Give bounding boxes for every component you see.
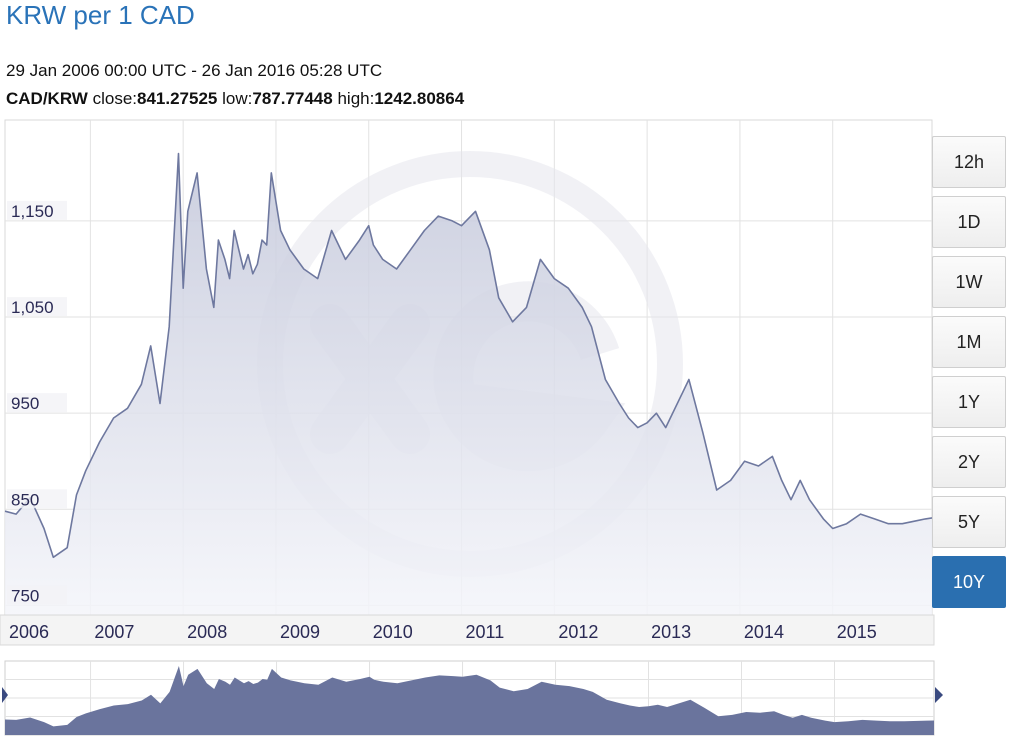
chart-title: KRW per 1 CAD — [6, 0, 195, 30]
navigator-area — [5, 666, 934, 735]
close-label: close: — [92, 89, 138, 108]
range-selector: 12h 1D 1W 1M 1Y 2Y 5Y 10Y — [932, 136, 1007, 616]
high-value: 1242.80864 — [374, 89, 465, 108]
navigator-chart[interactable] — [0, 655, 945, 738]
series-line — [4, 152, 933, 559]
y-tick-label: 1,050 — [11, 298, 54, 317]
x-tick-label: 2013 — [651, 622, 691, 642]
x-tick-label: 2012 — [558, 622, 598, 642]
y-tick-label-bg — [7, 585, 67, 605]
y-tick-label-bg — [7, 297, 67, 317]
pair-label: CAD/KRW — [6, 89, 88, 108]
close-value: 841.27525 — [137, 89, 218, 108]
y-tick-label: 950 — [11, 394, 39, 413]
x-tick-label: 2011 — [466, 622, 505, 642]
range-button-1w[interactable]: 1W — [932, 256, 1006, 308]
x-tick-label: 2014 — [744, 622, 784, 642]
range-button-5y[interactable]: 5Y — [932, 496, 1006, 548]
range-button-2y[interactable]: 2Y — [932, 436, 1006, 488]
series-area — [5, 153, 932, 615]
x-tick-label: 2008 — [187, 622, 227, 642]
range-button-1m[interactable]: 1M — [932, 316, 1006, 368]
navigator-right-handle[interactable] — [935, 687, 943, 703]
pair-stats: CAD/KRW close:841.27525 low:787.77448 hi… — [6, 89, 464, 109]
y-tick-label-bg — [7, 393, 67, 413]
range-button-1y[interactable]: 1Y — [932, 376, 1006, 428]
y-tick-label: 750 — [11, 586, 39, 605]
low-value: 787.77448 — [252, 89, 333, 108]
main-chart[interactable]: 750 850 950 1,050 1,150 2006 2007 2008 2009 2010 2… — [0, 114, 935, 649]
y-tick-label-bg — [7, 200, 67, 220]
y-tick-label: 850 — [11, 490, 39, 509]
range-button-12h[interactable]: 12h — [932, 136, 1006, 188]
x-tick-label: 2006 — [9, 622, 49, 642]
x-axis-strip — [0, 614, 935, 646]
range-button-1d[interactable]: 1D — [932, 196, 1006, 248]
x-tick-label: 2007 — [94, 622, 134, 642]
y-tick-label-bg — [7, 489, 67, 509]
range-button-10y[interactable]: 10Y — [932, 556, 1006, 608]
y-tick-label: 1,150 — [11, 202, 54, 221]
navigator-left-handle[interactable] — [2, 687, 8, 703]
low-label: low: — [222, 89, 253, 108]
x-tick-label: 2015 — [837, 622, 877, 642]
date-range: 29 Jan 2006 00:00 UTC - 26 Jan 2016 05:2… — [6, 61, 383, 80]
x-tick-label: 2010 — [373, 622, 413, 642]
high-label: high: — [337, 89, 375, 108]
x-tick-label: 2009 — [280, 622, 320, 642]
